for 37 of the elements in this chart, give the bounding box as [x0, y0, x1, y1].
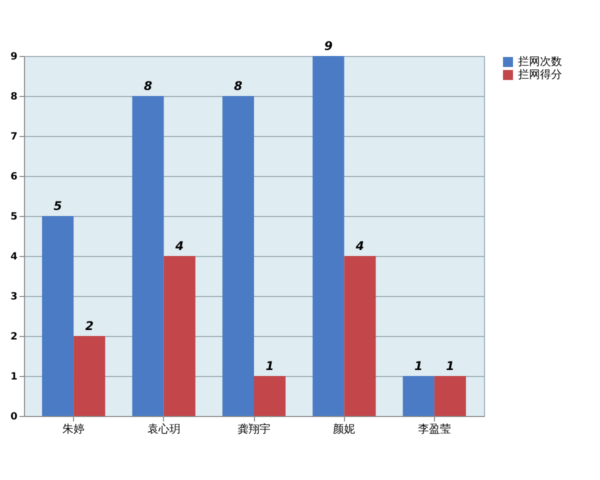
x-tick-label: 颜妮: [333, 422, 356, 436]
x-tick-label: 龚翔宇: [238, 422, 270, 436]
data-label: 4: [174, 239, 184, 253]
y-tick-label: 1: [10, 372, 18, 382]
x-tick-label: 李盈莹: [418, 422, 451, 436]
y-tick-label: 0: [10, 412, 18, 422]
bar: [344, 256, 376, 416]
legend-label: 拦网次数: [518, 55, 562, 68]
data-label: 2: [85, 319, 94, 333]
x-tick-label: 朱婷: [62, 422, 85, 436]
bar: [312, 56, 344, 416]
data-label: 9: [324, 39, 333, 53]
bar: [434, 376, 466, 416]
bar: [42, 216, 74, 416]
y-tick-label: 6: [10, 172, 18, 182]
y-tick-label: 2: [10, 332, 18, 342]
y-tick-label: 3: [10, 292, 18, 302]
bar: [222, 96, 254, 416]
y-tick-label: 7: [10, 132, 18, 142]
bar: [254, 376, 286, 416]
data-label: 8: [234, 79, 242, 93]
data-label: 8: [144, 79, 152, 93]
x-tick-label: 袁心玥: [147, 422, 180, 436]
data-label: 1: [266, 359, 274, 373]
y-tick-label: 8: [10, 92, 18, 102]
y-tick-label: 4: [10, 252, 18, 262]
bar: [402, 376, 434, 416]
bar: [164, 256, 196, 416]
data-label: 1: [414, 359, 423, 373]
data-label: 5: [54, 199, 62, 213]
legend-label: 拦网得分: [518, 68, 562, 81]
data-label: 4: [354, 239, 364, 253]
y-tick-label: 5: [10, 212, 18, 222]
y-tick-label: 9: [10, 52, 18, 62]
bar: [132, 96, 164, 416]
bar: [74, 336, 106, 416]
data-label: 1: [446, 359, 454, 373]
